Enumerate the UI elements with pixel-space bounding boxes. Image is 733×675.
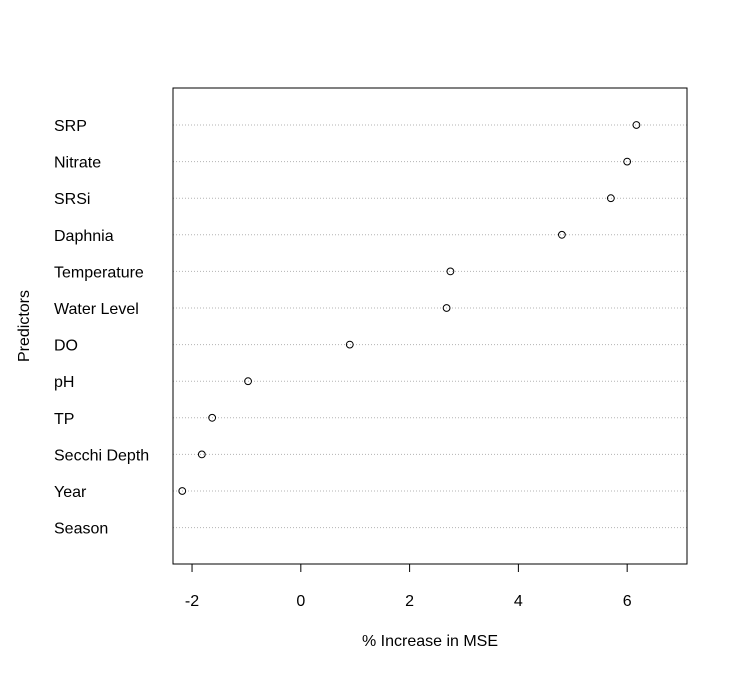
data-point bbox=[208, 413, 217, 422]
category-label: Season bbox=[54, 521, 108, 538]
data-point bbox=[345, 340, 354, 349]
data-point bbox=[632, 121, 641, 129]
category-label: SRSi bbox=[54, 191, 90, 208]
x-tick-label: 0 bbox=[296, 593, 305, 610]
x-axis-label: % Increase in MSE bbox=[362, 633, 498, 650]
data-point bbox=[197, 450, 206, 459]
gridlines bbox=[173, 124, 687, 529]
category-label: Nitrate bbox=[54, 155, 101, 172]
data-point bbox=[178, 487, 187, 495]
category-label: Water Level bbox=[54, 301, 139, 318]
data-point bbox=[442, 304, 451, 312]
data-point bbox=[606, 194, 615, 203]
x-tick-label: 6 bbox=[623, 593, 632, 610]
data-point bbox=[557, 230, 566, 239]
category-label: Temperature bbox=[54, 264, 144, 281]
category-label: TP bbox=[54, 411, 74, 428]
data-point bbox=[623, 157, 632, 166]
category-label: DO bbox=[54, 338, 78, 355]
category-label: Secchi Depth bbox=[54, 447, 149, 464]
x-axis: -2 0 2 4 6 bbox=[185, 563, 632, 610]
plot-frame bbox=[172, 87, 688, 565]
data-points bbox=[178, 121, 641, 495]
category-label: pH bbox=[54, 374, 74, 391]
x-tick-label: 4 bbox=[514, 593, 523, 610]
category-label: Daphnia bbox=[54, 228, 114, 245]
y-axis-label: Predictors bbox=[16, 290, 33, 362]
x-tick-label: -2 bbox=[185, 593, 199, 610]
x-tick-label: 2 bbox=[405, 593, 414, 610]
category-labels: SRP Nitrate SRSi Daphnia Temperature Water Le… bbox=[54, 118, 149, 538]
category-label: SRP bbox=[54, 118, 87, 135]
data-point bbox=[446, 267, 455, 276]
category-label: Year bbox=[54, 484, 87, 501]
data-point bbox=[244, 377, 252, 386]
